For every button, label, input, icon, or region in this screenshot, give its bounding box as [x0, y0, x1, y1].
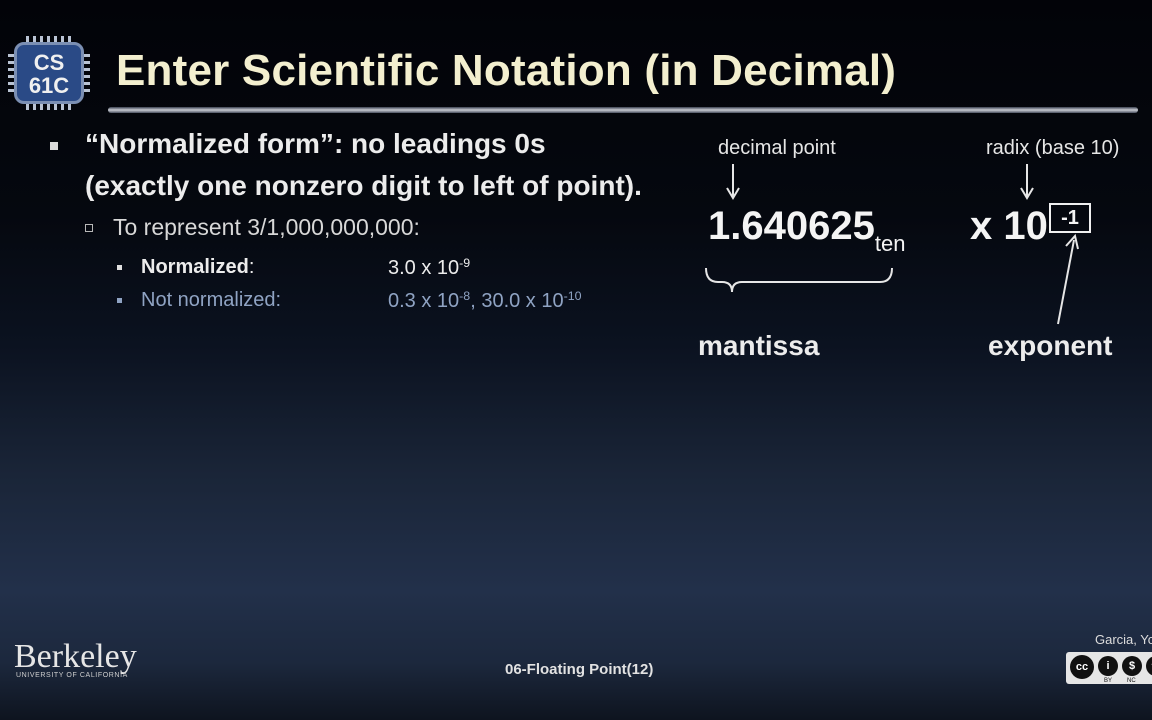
slide-footer: 06-Floating Point(12)	[505, 661, 654, 678]
cs61c-logo: CS 61C	[8, 36, 90, 110]
exponent-arrow	[1057, 239, 1075, 325]
nn-a-base: 0.3 x 10	[388, 289, 460, 312]
author-credit: Garcia, Yo	[1095, 632, 1152, 647]
normalized-exp: -9	[459, 256, 471, 270]
berkeley-subtitle: UNIVERSITY OF CALIFORNIA	[16, 672, 128, 679]
normalized-base: 3.0 x 10	[388, 256, 460, 279]
mantissa-value: 1.640625	[708, 204, 875, 248]
normalized-form-rest: : no leadings 0s	[333, 128, 546, 159]
normalized-label: Normalized	[141, 256, 249, 278]
bullet-normalized-form-line2: (exactly one nonzero digit to left of po…	[85, 170, 642, 201]
exponent-arrowhead	[1065, 233, 1079, 250]
title-underline	[108, 107, 1138, 113]
exponent-caption: exponent	[988, 330, 1113, 361]
times-ten: x 10	[970, 204, 1048, 248]
normalized-value: 3.0 x 10-9	[388, 256, 470, 280]
creative-commons-badge: cc i $ ⟲ BY NC	[1066, 652, 1152, 684]
slide-title: Enter Scientific Notation (in Decimal)	[116, 46, 897, 95]
not-normalized-label: Not normalized:	[141, 289, 282, 311]
mantissa-caption: mantissa	[698, 330, 820, 361]
nn-b-exp: -10	[563, 289, 582, 303]
normalized-form-term: “Normalized form”	[85, 128, 334, 159]
not-normalized-value: 0.3 x 10-8, 30.0 x 10-10	[388, 289, 582, 313]
decimal-point-arrowhead	[726, 187, 740, 200]
logo-line-2: 61C	[28, 73, 70, 98]
normalized-colon: :	[248, 256, 255, 278]
nn-sep: , 30.0 x 10	[470, 289, 564, 312]
mantissa-brace	[705, 267, 893, 293]
berkeley-logo: Berkeley	[14, 638, 137, 675]
cc-label-by: BY	[1104, 678, 1113, 684]
radix-label: radix (base 10)	[986, 137, 1120, 159]
decimal-point-label: decimal point	[718, 137, 836, 159]
sa-icon: ⟲	[1146, 656, 1152, 676]
cc-icon: cc	[1070, 655, 1094, 679]
small-bullet-icon	[117, 265, 122, 270]
cc-label-nc: NC	[1127, 678, 1136, 684]
small-bullet-icon	[117, 298, 122, 303]
bullet-square-icon	[50, 142, 58, 150]
hollow-bullet-icon	[85, 224, 93, 232]
mantissa-number: 1.640625ten	[708, 204, 905, 257]
diagram-arrows	[705, 164, 1079, 325]
bullet-normalized-form: “Normalized form”: no leadings 0s	[85, 128, 546, 160]
normalized-label-row: Normalized:	[141, 256, 254, 279]
exponent-box: -1	[1049, 203, 1091, 233]
bullet-represent: To represent 3/1,000,000,000:	[113, 214, 420, 240]
logo-line-1: CS	[33, 50, 65, 75]
nc-icon: $	[1122, 656, 1142, 676]
nn-a-exp: -8	[459, 289, 471, 303]
by-icon: i	[1098, 656, 1118, 676]
radix-arrowhead	[1020, 187, 1034, 200]
base-subscript: ten	[874, 231, 906, 257]
